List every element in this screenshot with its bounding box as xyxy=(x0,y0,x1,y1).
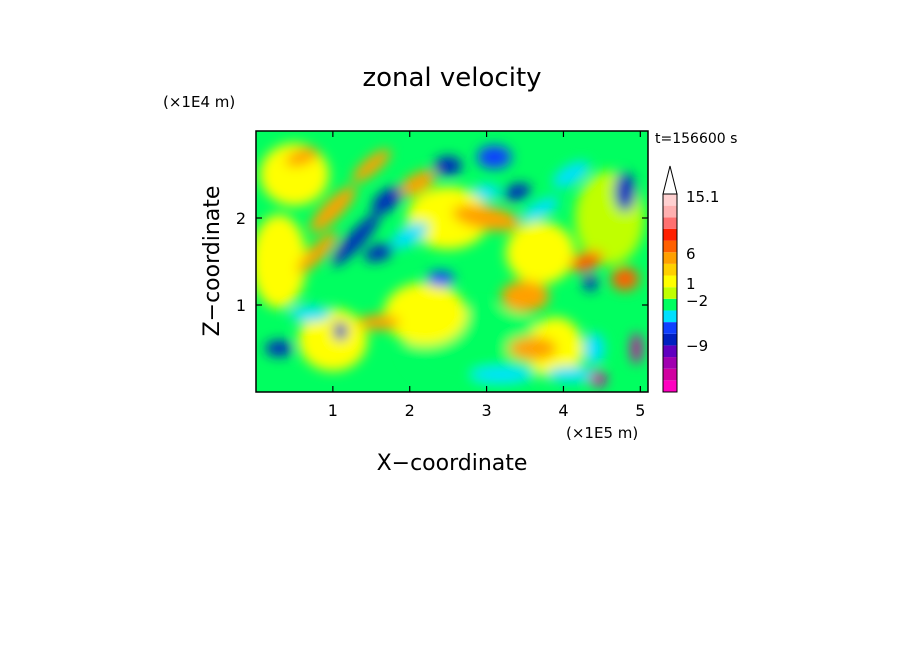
contour-patch xyxy=(332,213,380,266)
plot-area xyxy=(256,131,648,392)
contour-patch xyxy=(372,187,402,214)
contour-patch xyxy=(352,149,391,183)
colorbar-frame xyxy=(662,193,678,393)
contour-patch xyxy=(298,308,368,372)
colorbar-swatch xyxy=(663,333,677,346)
contour-patch xyxy=(503,183,531,201)
contour-patch xyxy=(285,147,319,167)
colorbar-swatch xyxy=(663,252,677,264)
y-axis-label: Z−coordinate xyxy=(200,186,225,337)
colorbar-swatch xyxy=(663,275,677,288)
contour-patch xyxy=(297,232,338,274)
contour-patch xyxy=(434,156,462,176)
colorbar-swatch xyxy=(663,357,677,369)
colorbar-swatch xyxy=(663,322,677,334)
y-unit-label: (×1E4 m) xyxy=(163,93,235,111)
contour-patch xyxy=(383,282,467,346)
colorbar-swatch xyxy=(663,368,677,381)
colorbar-swatch xyxy=(663,345,677,358)
contour-patch xyxy=(333,321,348,341)
colorbar-swatch xyxy=(663,217,677,229)
contour-patch xyxy=(614,172,636,212)
contour-patch xyxy=(406,186,490,250)
contour-patch xyxy=(265,340,293,357)
contour-patch xyxy=(583,275,598,292)
contour-patch xyxy=(589,371,607,387)
contour-patch xyxy=(358,314,400,331)
contour-patch xyxy=(521,196,559,222)
colorbar-tick-label: 1 xyxy=(686,275,696,293)
x-unit-label: (×1E5 m) xyxy=(566,424,638,442)
colorbar-swatch xyxy=(663,380,677,392)
colorbar-swatch xyxy=(663,263,677,276)
x-axis: 1 2 3 4 5 xyxy=(328,131,645,420)
contour-patch xyxy=(391,222,429,249)
y-tick-label: 1 xyxy=(236,296,246,315)
contour-patch xyxy=(611,267,639,291)
contour-patch xyxy=(500,280,550,312)
contour-patch xyxy=(472,184,501,200)
contour-patch xyxy=(256,214,307,309)
contour-patch xyxy=(552,161,590,188)
contour-patch xyxy=(470,366,534,383)
colorbar-arrow xyxy=(662,165,678,195)
colorbar: 15.1 6 1−2 −9 xyxy=(662,165,719,393)
y-tick-label: 2 xyxy=(236,209,246,228)
colorbar-swatch xyxy=(663,194,677,206)
colorbar-swatch xyxy=(663,287,677,299)
contour-patch xyxy=(452,204,521,232)
contour-patch xyxy=(546,366,596,383)
contour-patch xyxy=(476,145,512,169)
contour-patch xyxy=(309,186,356,233)
contour-patch xyxy=(364,243,394,262)
contour-patch xyxy=(569,250,604,273)
colorbar-tick-label: 6 xyxy=(686,245,696,263)
plot-frame xyxy=(255,130,649,393)
colorbar-swatch xyxy=(663,298,677,311)
colorbar-tick-label: −2 xyxy=(686,292,708,310)
time-label: t=156600 s xyxy=(655,131,737,147)
colorbar-swatch xyxy=(663,310,677,323)
contour-patch xyxy=(289,305,331,322)
contour-patch xyxy=(583,332,605,365)
x-tick-label: 1 xyxy=(328,401,338,420)
contour-patch xyxy=(426,271,455,287)
x-tick-label: 5 xyxy=(635,401,645,420)
chart-title: zonal velocity xyxy=(362,63,541,93)
colorbar-swatch xyxy=(663,240,677,253)
x-tick-label: 2 xyxy=(405,401,415,420)
contour-patch xyxy=(398,170,436,197)
x-tick-label: 3 xyxy=(481,401,491,420)
colorbar-tick-label: −9 xyxy=(686,337,708,355)
x-axis-label: X−coordinate xyxy=(377,451,528,476)
contour-patch xyxy=(630,332,643,365)
colorbar-swatch xyxy=(663,228,677,241)
y-axis: 12 xyxy=(236,209,648,315)
colorbar-swatch xyxy=(663,205,677,218)
x-tick-label: 4 xyxy=(558,401,568,420)
contour-patch xyxy=(508,336,557,361)
contour-patch xyxy=(505,221,575,285)
colorbar-tick-label: 15.1 xyxy=(686,188,719,206)
